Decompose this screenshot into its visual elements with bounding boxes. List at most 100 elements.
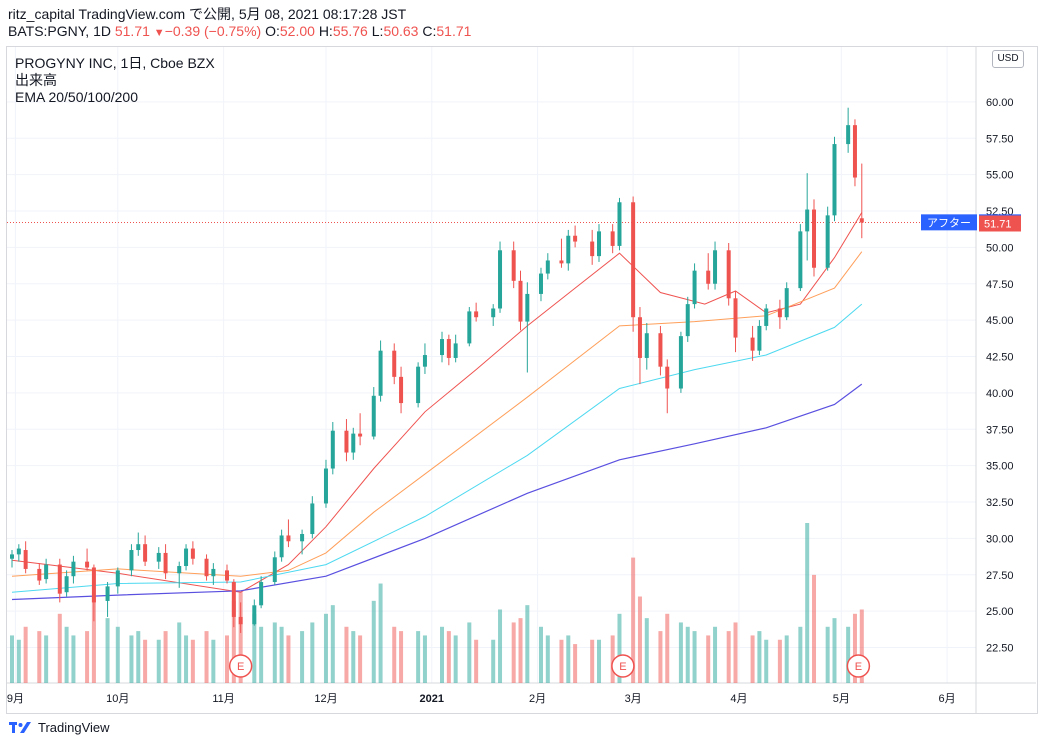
candle	[91, 564, 96, 622]
candle-body	[597, 231, 602, 257]
candle	[204, 554, 209, 581]
candle-body	[692, 270, 697, 305]
volume-bar	[706, 635, 711, 683]
volume-bar	[378, 583, 383, 683]
candle-body	[538, 273, 543, 294]
footer-brand[interactable]: TradingView	[8, 719, 110, 735]
volume-bar	[798, 626, 803, 683]
volume-bar	[665, 613, 670, 683]
candle-body	[784, 288, 789, 318]
candle-body	[231, 582, 236, 617]
candle-body	[812, 209, 817, 268]
volume-bar	[713, 626, 718, 683]
candle-body	[706, 270, 711, 284]
candle-body	[798, 231, 803, 289]
candle-body	[518, 280, 523, 322]
symbol-legend[interactable]: PROGYNY INC, 1日, Cboe BZX	[15, 55, 215, 71]
candle-body	[115, 570, 120, 587]
chart-frame	[6, 46, 1038, 714]
candle	[272, 551, 277, 585]
candle-body	[129, 550, 134, 571]
candle-body	[852, 125, 857, 178]
volume-bar	[231, 600, 236, 683]
candle-body	[279, 535, 284, 558]
volume-bar	[252, 613, 257, 683]
candle-body	[832, 144, 837, 216]
down-arrow-icon: ▼	[153, 27, 165, 39]
candle	[545, 253, 550, 280]
volume-bar	[644, 618, 649, 683]
volume-bar	[37, 631, 42, 683]
x-tick-label: 4月	[730, 693, 747, 705]
candle	[859, 163, 864, 239]
candle	[573, 225, 578, 248]
currency-button[interactable]: USD	[992, 50, 1024, 68]
candle	[416, 362, 421, 408]
volume-bar	[467, 622, 472, 683]
volume-bar	[733, 622, 738, 683]
earnings-icon	[228, 654, 253, 678]
volume-bar	[757, 631, 762, 683]
candle-body	[64, 576, 69, 593]
candle-body	[610, 231, 615, 246]
candle-body	[825, 215, 830, 268]
candle	[726, 243, 731, 306]
candle	[805, 173, 810, 261]
candle	[279, 529, 284, 562]
earnings-icon-label: E	[237, 661, 244, 673]
candle-body	[453, 343, 458, 358]
candle	[610, 224, 615, 254]
candle	[129, 544, 134, 577]
volume-bar	[859, 609, 864, 683]
candle	[323, 459, 328, 508]
candle-body	[358, 433, 363, 437]
candle	[37, 563, 42, 585]
ema-legend[interactable]: EMA 20/50/100/200	[15, 89, 138, 105]
candle-body	[57, 564, 62, 594]
volume-bar	[143, 639, 148, 683]
candle-body	[259, 582, 264, 606]
y-tick-label: 27.50	[986, 570, 1014, 582]
volume-bar	[163, 631, 168, 683]
y-tick-label: 57.50	[986, 133, 1014, 145]
candle	[733, 291, 738, 353]
volume-bar	[177, 622, 182, 683]
candle-body	[545, 260, 550, 274]
candle	[238, 602, 243, 633]
tradingview-logo-icon	[9, 722, 31, 733]
y-tick-label: 32.50	[986, 497, 1014, 509]
candle	[590, 229, 595, 265]
candle-body	[344, 430, 349, 453]
candle	[467, 307, 472, 347]
candle	[115, 567, 120, 594]
volume-bar	[115, 626, 120, 683]
volume-bar	[71, 635, 76, 683]
volume-bar	[726, 631, 731, 683]
candle-body	[764, 308, 769, 326]
candle-body	[685, 304, 690, 337]
candle-body	[330, 430, 335, 469]
candle	[852, 119, 857, 187]
volume-bar	[446, 631, 451, 683]
volume-bar	[129, 635, 134, 683]
volume-bar	[416, 631, 421, 683]
candle-body	[310, 503, 315, 535]
candle	[706, 253, 711, 290]
volume-bar	[204, 631, 209, 683]
candle	[310, 496, 315, 539]
candle	[184, 544, 189, 571]
volume-bar	[16, 639, 21, 683]
candle-body	[323, 468, 328, 504]
x-tick-label: 9月	[7, 693, 24, 705]
volume-bar	[44, 635, 49, 683]
candle	[286, 519, 291, 548]
candle	[777, 299, 782, 329]
candle-body	[225, 570, 230, 581]
y-tick-label: 30.00	[986, 533, 1014, 545]
candle	[525, 282, 530, 373]
candle-body	[378, 350, 383, 396]
volume-legend[interactable]: 出来高	[15, 72, 57, 88]
ohlc-header: BATS:PGNY, 1D 51.71 ▼−0.39 (−0.75%) O:52…	[8, 23, 471, 42]
candle	[440, 331, 445, 363]
